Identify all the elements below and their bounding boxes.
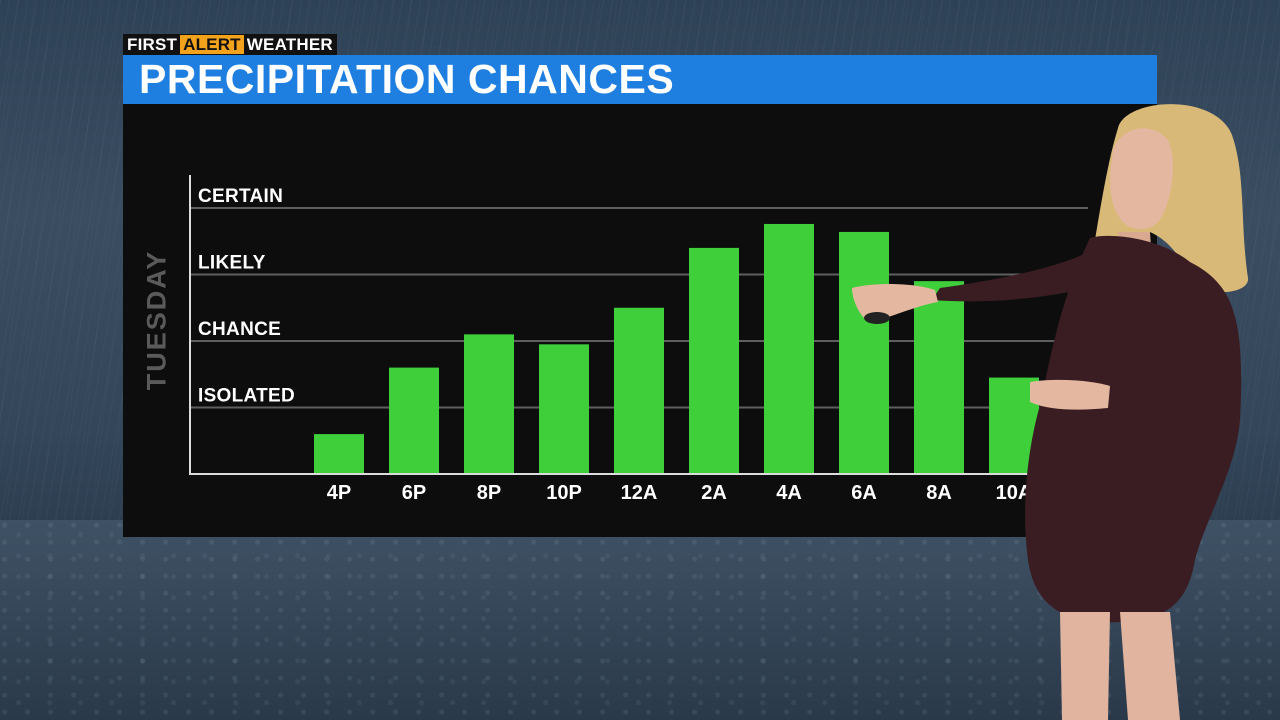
bar-10p	[539, 344, 589, 474]
x-tick-label-10p: 10P	[546, 482, 582, 504]
bar-12a	[614, 307, 664, 474]
y-level-label-chance: CHANCE	[198, 319, 281, 340]
x-tick-label-4a: 4A	[776, 482, 802, 504]
bar-2a	[689, 247, 739, 474]
chart-title: PRECIPITATION CHANCES	[139, 56, 675, 102]
x-tick-label-6a: 6A	[851, 482, 877, 504]
title-bar: PRECIPITATION CHANCES	[123, 55, 1157, 104]
bar-4a	[764, 223, 814, 474]
station-brand-logo: FIRST ALERT WEATHER	[123, 34, 337, 55]
bar-6a	[839, 231, 889, 474]
x-tick-label-8p: 8P	[477, 482, 501, 504]
bar-8p	[464, 334, 514, 474]
x-tick-label-4p: 4P	[327, 482, 351, 504]
x-tick-label-12a: 12A	[621, 482, 658, 504]
brand-alert: ALERT	[180, 35, 244, 54]
x-tick-label-10a: 10A	[996, 482, 1033, 504]
y-level-label-isolated: ISOLATED	[198, 386, 295, 407]
x-tick-label-8a: 8A	[926, 482, 952, 504]
brand-weather: WEATHER	[246, 34, 333, 54]
y-level-label-certain: CERTAIN	[198, 186, 283, 207]
bar-4p	[314, 434, 364, 474]
y-level-label-likely: LIKELY	[198, 253, 266, 274]
bar-8a	[914, 281, 964, 474]
brand-first: FIRST	[127, 34, 178, 54]
x-tick-label-2a: 2A	[701, 482, 727, 504]
bar-6p	[389, 367, 439, 474]
x-tick-label-6p: 6P	[402, 482, 426, 504]
